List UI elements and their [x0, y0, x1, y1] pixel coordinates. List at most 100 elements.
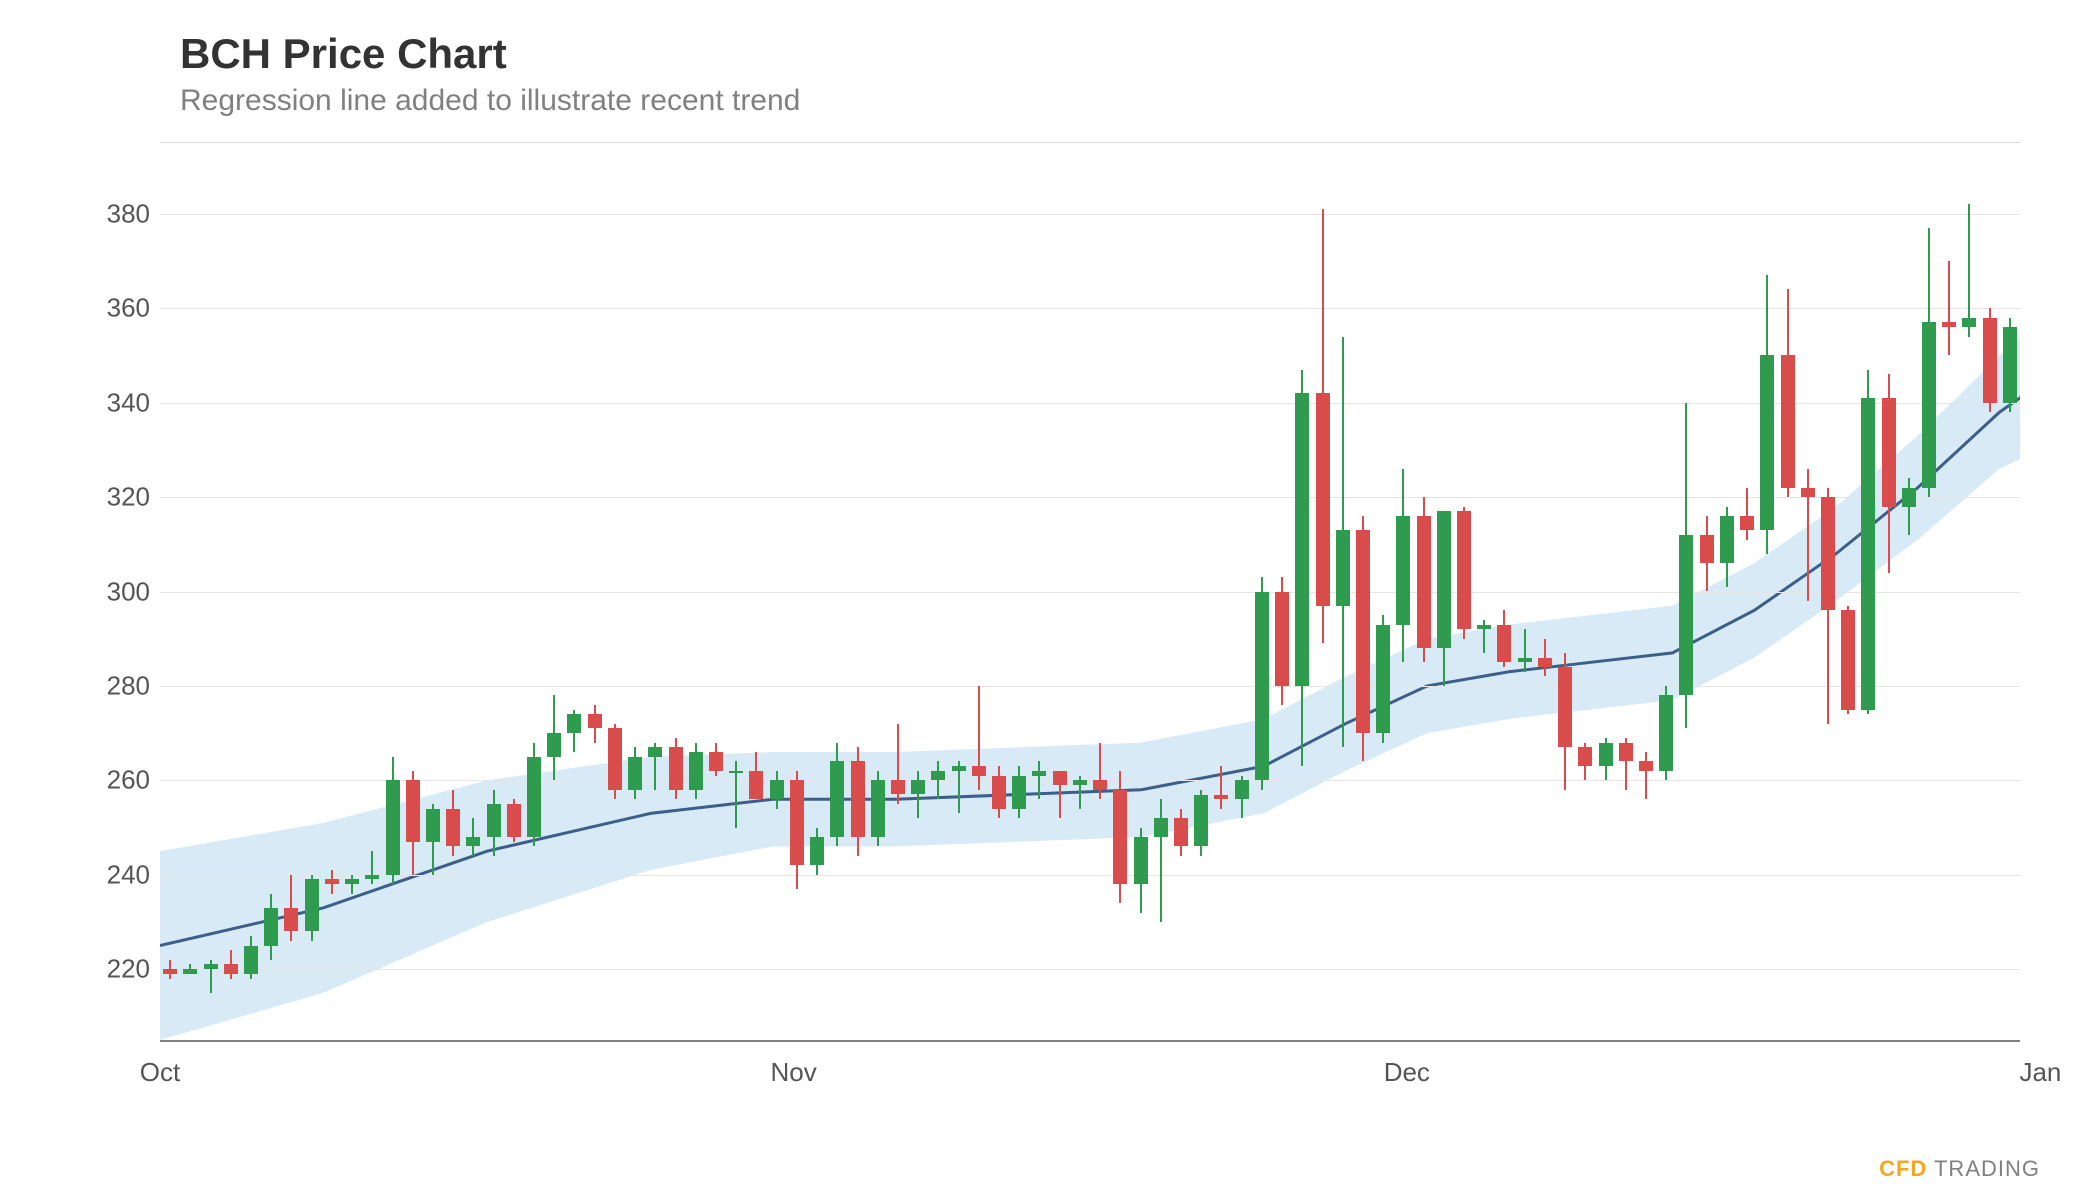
- candle-body: [264, 908, 278, 946]
- candle: [1396, 143, 1410, 1040]
- candle-body: [1174, 818, 1188, 846]
- candle: [507, 143, 521, 1040]
- candle: [1983, 143, 1997, 1040]
- y-axis-label: 260: [90, 765, 150, 796]
- candle-body: [851, 761, 865, 837]
- candle-body: [1255, 592, 1269, 781]
- candle: [1134, 143, 1148, 1040]
- candle-body: [244, 946, 258, 974]
- candle-body: [1700, 535, 1714, 563]
- candle: [487, 143, 501, 1040]
- candle-wick: [351, 875, 353, 894]
- chart-title: BCH Price Chart: [180, 30, 2040, 78]
- candle: [204, 143, 218, 1040]
- candle: [183, 143, 197, 1040]
- candle: [426, 143, 440, 1040]
- candle-body: [1376, 625, 1390, 734]
- candle: [1619, 143, 1633, 1040]
- candle: [1861, 143, 1875, 1040]
- candle: [628, 143, 642, 1040]
- chart-subtitle: Regression line added to illustrate rece…: [180, 84, 2040, 118]
- candle-wick: [1645, 752, 1647, 799]
- x-axis-label: Jan: [2019, 1057, 2061, 1088]
- candle: [1801, 143, 1815, 1040]
- candle-body: [446, 809, 460, 847]
- candle-body: [1983, 318, 1997, 403]
- candle: [972, 143, 986, 1040]
- candle-body: [1457, 511, 1471, 629]
- candle-body: [729, 771, 743, 773]
- candle: [1518, 143, 1532, 1040]
- candle-body: [1417, 516, 1431, 648]
- candle-body: [1012, 776, 1026, 809]
- candle-body: [1558, 667, 1572, 747]
- candle: [1093, 143, 1107, 1040]
- candle: [406, 143, 420, 1040]
- candle-body: [365, 875, 379, 880]
- candle-body: [1922, 322, 1936, 487]
- candle: [1841, 143, 1855, 1040]
- y-axis-label: 360: [90, 293, 150, 324]
- candle-body: [689, 752, 703, 790]
- candle-wick: [1524, 629, 1526, 671]
- candle: [608, 143, 622, 1040]
- candle-body: [1801, 488, 1815, 497]
- candle-body: [426, 809, 440, 842]
- candle-body: [1578, 747, 1592, 766]
- candle-body: [891, 780, 905, 794]
- candle-body: [1740, 516, 1754, 530]
- candle: [952, 143, 966, 1040]
- candle-body: [1053, 771, 1067, 785]
- y-axis-label: 300: [90, 576, 150, 607]
- candle-body: [507, 804, 521, 837]
- candle: [527, 143, 541, 1040]
- candle-body: [1093, 780, 1107, 789]
- candle: [1760, 143, 1774, 1040]
- candle-body: [1113, 790, 1127, 884]
- candle: [325, 143, 339, 1040]
- candle: [244, 143, 258, 1040]
- candle-body: [1882, 398, 1896, 507]
- candle-body: [588, 714, 602, 728]
- candle: [1275, 143, 1289, 1040]
- candle: [264, 143, 278, 1040]
- candle: [992, 143, 1006, 1040]
- y-axis-label: 340: [90, 387, 150, 418]
- candle: [567, 143, 581, 1040]
- candle-body: [1437, 511, 1451, 648]
- candle: [1356, 143, 1370, 1040]
- candle: [224, 143, 238, 1040]
- candle-body: [1477, 625, 1491, 630]
- candle-body: [1679, 535, 1693, 696]
- candle-body: [1619, 743, 1633, 762]
- candle-wick: [1948, 261, 1950, 355]
- candle: [830, 143, 844, 1040]
- candle-body: [911, 780, 925, 794]
- candle-wick: [1746, 488, 1748, 540]
- candle-wick: [937, 761, 939, 799]
- candle: [729, 143, 743, 1040]
- candle: [709, 143, 723, 1040]
- candle-body: [1599, 743, 1613, 767]
- candle-body: [1073, 780, 1087, 785]
- candle: [1922, 143, 1936, 1040]
- candle: [648, 143, 662, 1040]
- candle: [1154, 143, 1168, 1040]
- candle: [466, 143, 480, 1040]
- y-axis-label: 320: [90, 482, 150, 513]
- candle-wick: [1099, 743, 1101, 800]
- candle: [1639, 143, 1653, 1040]
- candle: [345, 143, 359, 1040]
- candle: [1659, 143, 1673, 1040]
- candle-body: [204, 964, 218, 969]
- candle: [931, 143, 945, 1040]
- x-axis-label: Dec: [1384, 1057, 1430, 1088]
- candle: [365, 143, 379, 1040]
- candle-body: [810, 837, 824, 865]
- candle-body: [1538, 658, 1552, 667]
- candle: [669, 143, 683, 1040]
- candle-body: [628, 757, 642, 790]
- candle-body: [1518, 658, 1532, 663]
- candle: [284, 143, 298, 1040]
- candle: [547, 143, 561, 1040]
